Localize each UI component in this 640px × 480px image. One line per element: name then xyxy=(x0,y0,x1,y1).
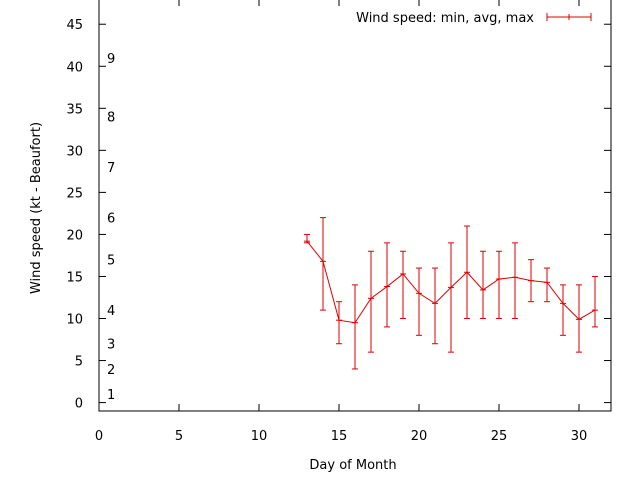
legend: Wind speed: min, avg, max xyxy=(356,11,592,26)
beaufort-label: 8 xyxy=(107,111,115,126)
plot-frame xyxy=(98,0,612,412)
beaufort-labels: 1 2 3 4 5 6 7 8 9 xyxy=(107,52,115,403)
beaufort-label: 6 xyxy=(107,212,115,227)
x-tick-label: 0 xyxy=(95,429,103,444)
x-tick-label: 25 xyxy=(491,429,508,444)
y-tick-label: 25 xyxy=(66,186,83,201)
beaufort-label: 1 xyxy=(107,388,115,403)
x-tick-label: 10 xyxy=(251,429,268,444)
beaufort-label: 9 xyxy=(107,52,115,67)
y-tick-label: 40 xyxy=(66,60,83,75)
y-tick-label: 15 xyxy=(66,270,83,285)
y-tick-label: 0 xyxy=(75,397,83,412)
x-tick-label: 20 xyxy=(411,429,428,444)
beaufort-label: 5 xyxy=(107,254,115,269)
x-axis-label: Day of Month xyxy=(309,458,396,473)
legend-label: Wind speed: min, avg, max xyxy=(356,11,534,26)
beaufort-label: 7 xyxy=(107,161,115,176)
x-tick-label: 5 xyxy=(175,429,183,444)
beaufort-label: 4 xyxy=(107,304,115,319)
y-tick-label: 45 xyxy=(66,18,83,33)
y-tick-label: 30 xyxy=(66,144,83,159)
y-tick-label: 35 xyxy=(66,102,83,117)
y-axis-label: Wind speed (kt - Beaufort) xyxy=(29,122,44,294)
beaufort-label: 2 xyxy=(107,363,115,378)
y-tick-label: 20 xyxy=(66,228,83,243)
y-tick-label: 10 xyxy=(66,313,83,328)
series-layer xyxy=(304,217,598,370)
beaufort-label: 3 xyxy=(107,338,115,353)
x-tick-label: 15 xyxy=(331,429,348,444)
y-tick-label: 5 xyxy=(75,355,83,370)
x-tick-label: 30 xyxy=(571,429,588,444)
